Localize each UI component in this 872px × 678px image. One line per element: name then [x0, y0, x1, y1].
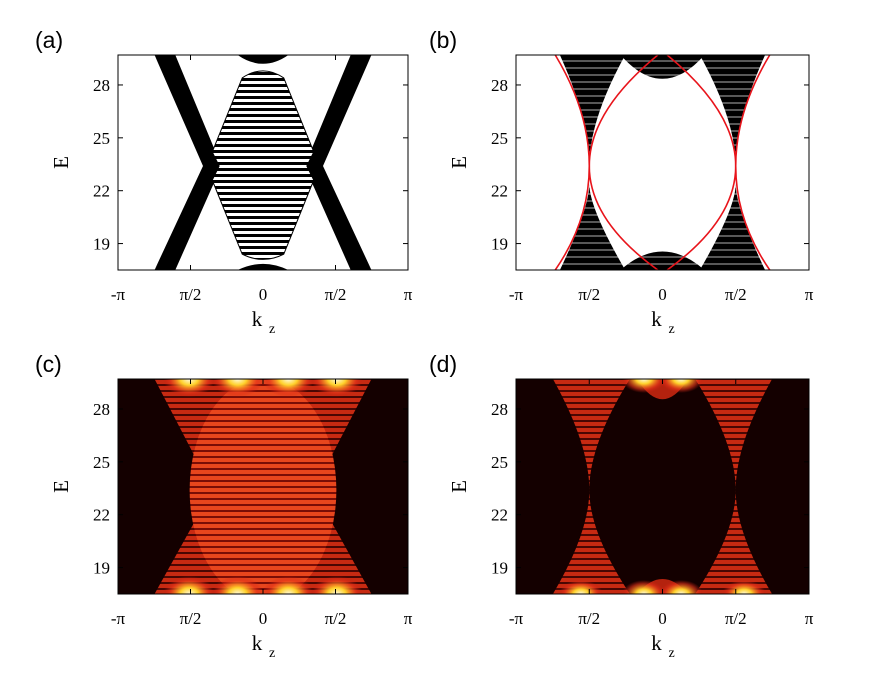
plot-area	[118, 55, 408, 270]
weyl-line-2	[554, 55, 659, 270]
surface-density	[189, 379, 337, 594]
x-tick-label: -π	[111, 285, 126, 304]
x-tick-label: -π	[509, 285, 524, 304]
x-tick-label: π	[805, 285, 814, 304]
y-tick-label: 25	[93, 129, 110, 148]
x-tick-label: π/2	[725, 609, 747, 628]
hot-spot	[659, 379, 704, 393]
hot-spot	[163, 379, 216, 397]
band-bottom-left	[559, 183, 626, 270]
x-axis-label: k	[252, 631, 263, 655]
x-tick-label: 0	[259, 285, 268, 304]
hot-spot	[262, 576, 315, 594]
y-axis-label: E	[49, 480, 73, 493]
plot-area	[516, 55, 809, 270]
x-axis-label: k	[252, 307, 263, 331]
hot-spot	[163, 576, 216, 594]
x-tick-label: -π	[509, 609, 524, 628]
x-axis-label-subscript: z	[669, 322, 675, 337]
y-tick-label: 22	[491, 182, 508, 201]
hot-spot	[722, 580, 767, 594]
x-tick-label: π	[805, 609, 814, 628]
surface-bands	[211, 70, 315, 260]
x-axis-label: k	[651, 631, 662, 655]
y-tick-label: 22	[93, 182, 110, 201]
y-axis-label: E	[447, 156, 471, 169]
x-tick-label: π/2	[180, 609, 202, 628]
panel-b: (b) -π π/2 0 π/2 π 19 22 25 28 k z E	[429, 27, 814, 337]
hot-spot	[659, 580, 704, 594]
y-axis-label: E	[49, 156, 73, 169]
hot-spot	[211, 576, 264, 594]
hot-spot	[621, 379, 666, 393]
hot-spot	[558, 580, 603, 594]
x-tick-label: -π	[111, 609, 126, 628]
panel-label: (c)	[35, 351, 62, 377]
y-tick-label: 28	[491, 76, 508, 95]
x-tick-label: π/2	[325, 609, 347, 628]
x-axis-label-subscript: z	[269, 646, 275, 661]
y-tick-label: 19	[93, 235, 110, 254]
panel-d: (d) -π π/2 0 π/2 π 19 22 25 28 k z E	[429, 351, 814, 661]
band-bottom-right	[699, 183, 766, 270]
y-tick-label: 22	[93, 506, 110, 525]
x-tick-label: π/2	[578, 609, 600, 628]
weyl-line-4	[666, 55, 771, 270]
y-tick-label: 25	[491, 129, 508, 148]
x-tick-label: π/2	[180, 285, 202, 304]
panel-label: (d)	[429, 351, 457, 377]
plot-area	[118, 379, 408, 594]
bulk-fill-left	[154, 55, 222, 270]
x-axis-label-subscript: z	[269, 322, 275, 337]
density-top-right	[695, 379, 773, 491]
y-tick-label: 28	[93, 400, 110, 419]
plot-area	[516, 379, 809, 594]
background	[516, 55, 809, 270]
x-tick-label: π/2	[325, 285, 347, 304]
density-bottom-left	[552, 490, 630, 594]
background	[516, 379, 809, 594]
panel-label: (a)	[35, 27, 63, 53]
bulk-band-right	[309, 55, 372, 270]
hot-spot	[310, 379, 363, 397]
hot-spot	[211, 379, 264, 397]
y-tick-label: 19	[491, 235, 508, 254]
x-axis-label: k	[651, 307, 662, 331]
x-tick-label: 0	[658, 285, 667, 304]
x-tick-label: π/2	[725, 285, 747, 304]
hot-spot	[310, 576, 363, 594]
panel-label: (b)	[429, 27, 457, 53]
panel-a: (a) -π π/2 0 π/2 π 19 22 25 28 k z E	[35, 27, 413, 337]
band-bottom-center	[620, 251, 705, 270]
hot-spot	[621, 580, 666, 594]
y-tick-label: 19	[93, 559, 110, 578]
x-tick-label: 0	[259, 609, 268, 628]
y-tick-label: 28	[491, 400, 508, 419]
y-tick-label: 28	[93, 76, 110, 95]
y-tick-label: 19	[491, 559, 508, 578]
x-tick-label: π/2	[578, 285, 600, 304]
y-tick-label: 22	[491, 506, 508, 525]
x-axis-label-subscript: z	[669, 646, 675, 661]
density-bottom-right	[695, 490, 773, 594]
x-tick-label: π	[404, 609, 413, 628]
x-tick-label: π	[404, 285, 413, 304]
x-tick-label: 0	[658, 609, 667, 628]
y-axis-label: E	[447, 480, 471, 493]
y-tick-label: 25	[93, 453, 110, 472]
bulk-fill-right	[304, 55, 372, 270]
density-top-left	[552, 379, 630, 491]
y-tick-label: 25	[491, 453, 508, 472]
bulk-band-left	[154, 55, 217, 270]
hot-spot	[262, 379, 315, 397]
panel-c: (c) -π π/2 0 π/2 π 19 22 25 28 k z E	[35, 351, 413, 661]
